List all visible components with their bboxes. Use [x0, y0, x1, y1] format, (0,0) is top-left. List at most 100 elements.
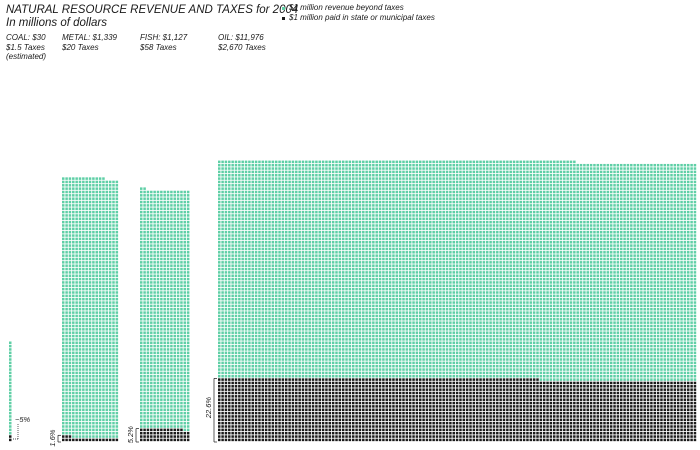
- oil-tax-cell: [268, 401, 271, 405]
- metal-revenue-cell: [95, 381, 98, 385]
- oil-tax-cell: [288, 438, 291, 442]
- fish-revenue-cell: [183, 210, 187, 214]
- oil-tax-cell: [378, 435, 382, 438]
- fish-revenue-cell: [150, 217, 153, 221]
- metal-revenue-cell: [92, 428, 95, 432]
- metal-revenue-cell: [115, 257, 119, 261]
- metal-revenue-cell: [68, 388, 72, 391]
- metal-revenue-cell: [68, 348, 72, 351]
- metal-revenue-cell: [88, 308, 92, 311]
- fish-revenue-cell: [156, 421, 160, 425]
- metal-revenue-cell: [115, 281, 119, 284]
- metal-revenue-cell: [95, 314, 98, 318]
- oil-tax-cell: [281, 415, 285, 418]
- oil-tax-cell: [241, 438, 244, 442]
- oil-tax-cell: [415, 398, 419, 401]
- oil-tax-cell: [218, 408, 221, 411]
- metal-revenue-cell: [98, 371, 102, 375]
- oil-tax-cell: [609, 401, 613, 405]
- fish-revenue-cell: [146, 401, 150, 405]
- oil-tax-cell: [288, 428, 291, 432]
- fish-revenue-cell: [176, 401, 180, 405]
- metal-revenue-cell: [92, 284, 95, 288]
- fish-revenue-cell: [160, 277, 163, 281]
- metal-revenue-cell: [108, 220, 112, 224]
- oil-tax-cell: [291, 398, 295, 401]
- oil-tax-cell: [358, 421, 362, 425]
- oil-tax-cell: [616, 388, 620, 391]
- metal-revenue-cell: [105, 405, 109, 408]
- fish-revenue-cell: [186, 385, 190, 388]
- metal-revenue-cell: [105, 338, 109, 341]
- fish-revenue-cell: [186, 217, 190, 221]
- fish-revenue-cell: [180, 214, 183, 217]
- oil-tax-cell: [519, 438, 522, 442]
- metal-tax-cell: [98, 438, 102, 442]
- oil-tax-cell: [382, 391, 385, 395]
- oil-tax-cell: [254, 415, 258, 418]
- oil-tax-cell: [445, 435, 449, 438]
- metal-revenue-cell: [102, 308, 105, 311]
- oil-tax-cell: [536, 388, 539, 391]
- oil-tax-cell: [663, 391, 667, 395]
- fish-revenue-cell: [156, 354, 160, 358]
- oil-tax-cell: [499, 438, 502, 442]
- metal-revenue-cell: [85, 254, 88, 257]
- fish-revenue-cell: [153, 344, 156, 348]
- oil-tax-cell: [325, 391, 328, 395]
- metal-revenue-cell: [65, 261, 68, 264]
- oil-tax-cell: [218, 388, 221, 391]
- oil-tax-cell: [663, 421, 667, 425]
- oil-tax-cell: [670, 438, 673, 442]
- metal-revenue-cell: [95, 251, 98, 254]
- metal-revenue-cell: [112, 180, 115, 184]
- metal-revenue-cell: [82, 214, 85, 217]
- oil-tax-cell: [372, 411, 375, 415]
- fish-revenue-cell: [166, 281, 170, 284]
- metal-revenue-cell: [115, 324, 119, 328]
- oil-tax-cell: [419, 411, 422, 415]
- oil-tax-cell: [301, 411, 305, 415]
- oil-tax-cell: [509, 421, 512, 425]
- fish-revenue-cell: [146, 351, 150, 355]
- oil-tax-cell: [519, 401, 522, 405]
- metal-revenue-cell: [82, 435, 85, 438]
- fish-revenue-cell: [163, 224, 166, 227]
- fish-revenue-cell: [166, 418, 170, 422]
- fish-revenue-cell: [140, 257, 143, 261]
- metal-revenue-cell: [108, 281, 112, 284]
- fish-tax-cell: [143, 431, 146, 435]
- fish-tax-cell: [153, 431, 156, 435]
- oil-tax-cell: [335, 408, 338, 411]
- oil-tax-cell: [231, 435, 234, 438]
- oil-tax-cell: [553, 418, 556, 422]
- oil-tax-cell: [569, 425, 573, 428]
- oil-tax-cell: [620, 435, 623, 438]
- oil-tax-cell: [285, 418, 288, 422]
- metal-tax-cell: [95, 438, 98, 442]
- fish-revenue-cell: [163, 237, 166, 241]
- metal-revenue-cell: [62, 398, 65, 401]
- oil-tax-cell: [653, 411, 656, 415]
- metal-revenue-cell: [75, 408, 78, 411]
- fish-revenue-cell: [170, 314, 173, 318]
- fish-revenue-cell: [180, 425, 183, 428]
- oil-tax-cell: [375, 388, 378, 391]
- oil-tax-cell: [459, 401, 462, 405]
- fish-revenue-cell: [150, 311, 153, 314]
- metal-revenue-cell: [72, 381, 75, 385]
- oil-tax-cell: [298, 408, 301, 411]
- fish-revenue-cell: [153, 217, 156, 221]
- fish-revenue-cell: [160, 338, 163, 341]
- oil-tax-cell: [325, 385, 328, 388]
- metal-revenue-cell: [78, 304, 82, 308]
- oil-tax-cell: [341, 415, 345, 418]
- metal-revenue-cell: [72, 244, 75, 247]
- fish-tax-cell: [153, 435, 156, 438]
- fish-revenue-cell: [146, 217, 150, 221]
- fish-revenue-cell: [166, 351, 170, 355]
- metal-revenue-cell: [112, 421, 115, 425]
- oil-tax-cell: [579, 395, 583, 398]
- metal-revenue-cell: [115, 388, 119, 391]
- oil-tax-cell: [566, 388, 569, 391]
